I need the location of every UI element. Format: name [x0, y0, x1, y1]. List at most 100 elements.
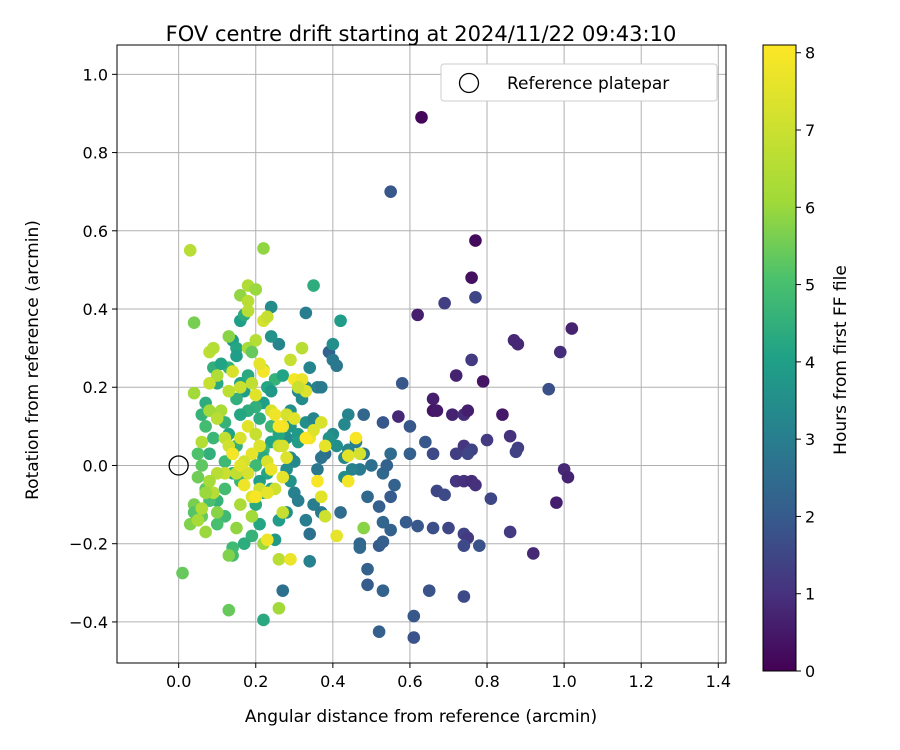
data-point: [245, 345, 259, 359]
data-point: [234, 431, 247, 445]
data-point: [542, 382, 555, 396]
data-point: [426, 392, 440, 406]
data-point: [291, 380, 305, 394]
y-tick-label: 1.0: [83, 65, 108, 84]
data-point: [314, 451, 328, 464]
data-point: [449, 447, 463, 461]
data-point: [509, 445, 523, 459]
data-point: [407, 631, 421, 644]
legend-entry-label: Reference platepar: [507, 74, 669, 94]
data-point: [284, 553, 297, 566]
data-point: [199, 420, 212, 433]
data-point: [299, 513, 313, 527]
y-tick-label: −0.2: [69, 535, 108, 554]
data-point: [210, 412, 224, 425]
data-point: [288, 412, 301, 425]
data-point: [203, 404, 216, 418]
data-point: [299, 431, 313, 445]
data-point: [341, 474, 355, 488]
y-tick-label: 0.8: [83, 144, 108, 163]
data-point: [357, 408, 370, 421]
legend: Reference platepar: [440, 63, 718, 102]
data-point: [473, 539, 486, 552]
data-point: [314, 380, 328, 394]
data-point: [311, 463, 324, 476]
data-point: [372, 625, 386, 639]
data-point: [457, 539, 471, 552]
data-point: [199, 486, 212, 500]
reference-point-marker: [168, 455, 189, 476]
data-point: [222, 603, 236, 617]
data-point: [314, 490, 328, 504]
data-point: [311, 474, 324, 488]
data-point: [399, 515, 413, 529]
data-point: [496, 408, 509, 421]
data-point: [187, 316, 201, 330]
data-point: [241, 420, 255, 433]
data-point: [503, 525, 517, 539]
data-point: [442, 521, 455, 535]
data-point: [207, 341, 220, 355]
data-point: [361, 490, 374, 504]
colorbar-tick-label: 3: [805, 430, 815, 449]
data-point: [280, 451, 293, 464]
data-point: [469, 290, 482, 304]
data-point: [392, 410, 405, 423]
y-axis-label: Rotation from reference (arcmin): [23, 220, 43, 500]
data-point: [341, 408, 355, 421]
data-point: [403, 420, 417, 433]
data-point: [241, 466, 255, 480]
data-point: [303, 361, 317, 374]
data-point: [307, 423, 320, 437]
data-point: [226, 447, 239, 461]
data-point: [230, 521, 243, 535]
data-point: [264, 463, 278, 476]
data-point: [446, 408, 459, 421]
plot-frame: [116, 44, 727, 664]
x-tick-label: 0.6: [397, 672, 422, 691]
data-point: [476, 375, 490, 388]
y-tick-label: −0.4: [69, 613, 108, 632]
data-point: [210, 517, 224, 531]
data-point: [241, 304, 255, 318]
y-tick-label: 0.0: [83, 456, 108, 475]
colorbar-tick-label: 0: [805, 662, 815, 681]
data-point: [415, 111, 428, 124]
data-point: [380, 459, 394, 472]
data-point: [230, 349, 243, 363]
data-point: [550, 496, 563, 509]
data-point: [264, 330, 278, 343]
data-point: [326, 337, 340, 351]
data-point: [203, 377, 216, 390]
data-point: [222, 549, 236, 562]
data-point: [203, 447, 216, 461]
data-point: [249, 388, 263, 402]
x-tick-label: 0.8: [474, 672, 499, 691]
colorbar-tick-label: 5: [805, 276, 815, 295]
data-point: [218, 482, 232, 496]
data-point: [388, 478, 401, 492]
colorbar-label: Hours from first FF file: [831, 265, 851, 455]
data-point: [303, 555, 317, 568]
data-point: [438, 296, 451, 310]
data-point: [234, 459, 247, 472]
colorbar-tick-label: 2: [805, 507, 815, 526]
data-point: [334, 506, 347, 519]
data-point: [330, 359, 344, 373]
data-point: [257, 242, 270, 255]
data-point: [249, 283, 263, 296]
y-tick-label: 0.4: [83, 300, 108, 319]
data-point: [465, 353, 478, 367]
y-axis-ticks: −0.4 −0.2 0.0 0.2 0.4 0.6 0.8 1.0: [69, 65, 117, 632]
data-point: [264, 384, 278, 398]
data-point: [419, 435, 432, 449]
data-point: [422, 584, 436, 597]
data-point: [361, 578, 374, 592]
colorbar: 0 1 2 3 4 5 6 7 8 Hours from first FF file: [762, 44, 851, 681]
data-point: [357, 521, 370, 535]
data-point: [249, 459, 263, 472]
x-axis-ticks: 0.0 0.2 0.4 0.6 0.8 1.0 1.2 1.4: [166, 663, 731, 691]
data-point: [469, 478, 482, 492]
data-point: [245, 447, 259, 461]
data-point: [376, 515, 390, 529]
